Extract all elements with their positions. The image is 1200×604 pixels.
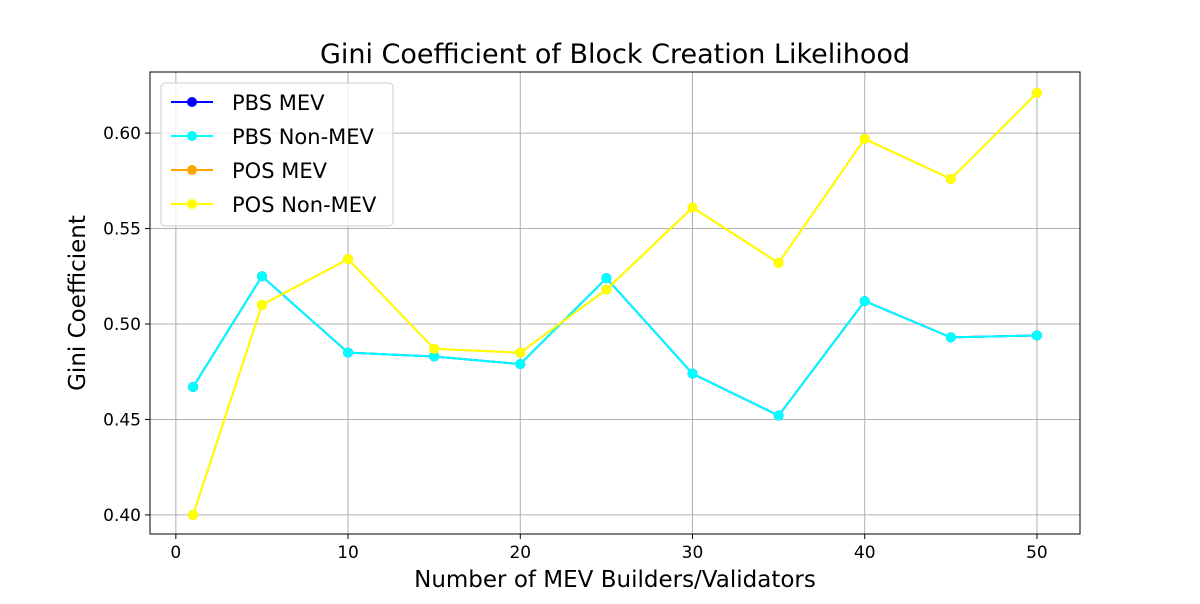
legend-marker bbox=[187, 97, 197, 107]
data-point bbox=[859, 296, 870, 307]
series-layer bbox=[188, 88, 1042, 520]
tick-layer: 0 10 20 30 40 50 0.40 0.45 0.50 0.55 0.60 bbox=[103, 124, 1048, 563]
x-tick-label: 50 bbox=[1026, 543, 1048, 563]
data-point bbox=[256, 299, 267, 310]
data-point bbox=[687, 368, 698, 379]
x-tick-label: 40 bbox=[854, 543, 876, 563]
data-point bbox=[1031, 88, 1042, 98]
data-point bbox=[343, 347, 354, 358]
data-point bbox=[945, 332, 956, 343]
y-axis-label: Gini Coefficient bbox=[65, 215, 91, 391]
data-point bbox=[515, 359, 526, 370]
y-tick-label: 0.45 bbox=[103, 410, 141, 430]
data-point bbox=[859, 133, 870, 144]
chart-title: Gini Coefficient of Block Creation Likel… bbox=[320, 39, 910, 70]
data-point bbox=[429, 351, 440, 362]
data-point bbox=[188, 509, 199, 520]
data-point bbox=[429, 343, 440, 354]
data-point bbox=[601, 284, 612, 295]
legend-label: PBS MEV bbox=[232, 91, 325, 115]
y-tick-label: 0.60 bbox=[103, 124, 141, 144]
data-point bbox=[256, 271, 267, 282]
legend-label: POS MEV bbox=[232, 159, 328, 183]
x-tick-label: 20 bbox=[509, 543, 531, 563]
data-point bbox=[687, 202, 698, 213]
series-line bbox=[192, 274, 1037, 417]
legend-label: PBS Non-MEV bbox=[232, 125, 375, 149]
legend-marker bbox=[187, 199, 197, 209]
series-line bbox=[192, 274, 1037, 417]
data-point bbox=[773, 410, 784, 421]
legend-label: POS Non-MEV bbox=[232, 193, 377, 217]
x-axis-label: Number of MEV Builders/Validators bbox=[414, 567, 816, 593]
data-point bbox=[343, 254, 354, 265]
data-point bbox=[1031, 330, 1042, 341]
series-2 bbox=[188, 271, 1042, 421]
y-tick-label: 0.40 bbox=[103, 506, 141, 526]
legend-marker bbox=[187, 131, 197, 141]
data-point bbox=[515, 347, 526, 358]
x-tick-label: 0 bbox=[170, 543, 181, 563]
series-1 bbox=[188, 271, 1042, 421]
y-tick-label: 0.50 bbox=[103, 315, 141, 335]
legend-marker bbox=[187, 165, 197, 175]
data-point bbox=[945, 173, 956, 184]
plot-frame bbox=[149, 71, 1081, 535]
data-point bbox=[601, 273, 612, 284]
legend: PBS MEV PBS Non-MEV POS MEV POS Non-MEV bbox=[160, 82, 394, 227]
x-tick-label: 30 bbox=[682, 543, 704, 563]
data-point bbox=[773, 257, 784, 268]
legend-box bbox=[160, 82, 394, 227]
series-4 bbox=[188, 88, 1042, 520]
y-tick-label: 0.55 bbox=[103, 220, 141, 240]
data-point bbox=[188, 382, 199, 392]
x-tick-label: 10 bbox=[337, 543, 359, 563]
